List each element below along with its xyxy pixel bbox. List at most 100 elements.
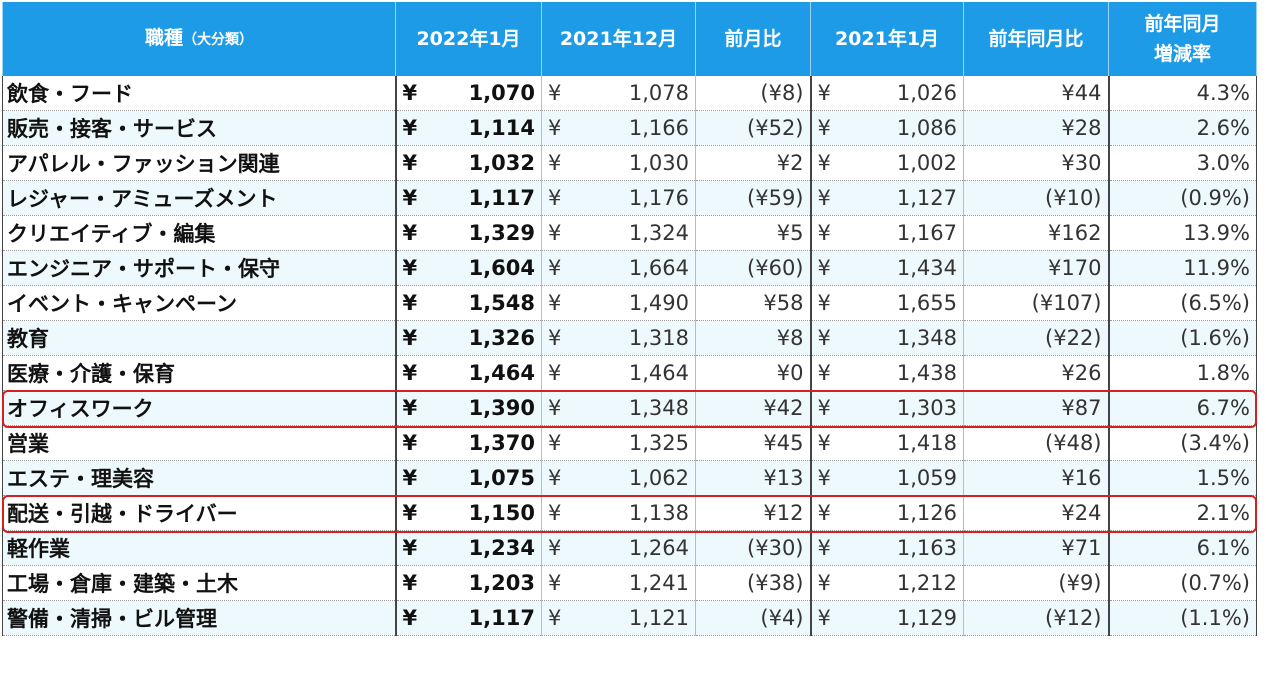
yoy-cell: (¥107) [963,285,1109,321]
jan2022-cell: ¥1,464 [394,355,542,391]
dec2021-cell: ¥1,078 [541,76,696,111]
currency-symbol: ¥ [548,221,562,245]
dec2021-cell: ¥1,324 [541,215,696,251]
mom-cell: (¥60) [695,250,812,286]
jan2022-cell: ¥1,032 [394,145,542,181]
currency-symbol: ¥ [402,361,418,385]
dec2021-cell: ¥1,030 [541,145,696,181]
currency-symbol: ¥ [817,396,831,420]
dec2021-cell: ¥1,664 [541,250,696,286]
dec2021-cell: ¥1,138 [541,495,696,531]
dec2021-cell: ¥1,325 [541,425,696,461]
table-row: 工場・倉庫・建築・土木 ¥1,203 ¥1,241 (¥38) ¥1,212 (¥9) (0… [2,565,1257,601]
yoy-rate-cell: 11.9% [1107,250,1257,286]
dec2021-cell: ¥1,121 [541,600,696,636]
jan2022-cell: ¥1,234 [394,530,542,566]
yoy-rate-cell: 1.5% [1107,460,1257,496]
category-cell: レジャー・アミューズメント [2,180,396,216]
currency-symbol: ¥ [402,466,418,490]
jan2021-cell: ¥1,127 [810,180,964,216]
yoy-rate-cell: (0.7%) [1107,565,1257,601]
table-row: 警備・清掃・ビル管理 ¥1,117 ¥1,121 (¥4) ¥1,129 (¥12) (1.… [2,600,1257,636]
jan2021-cell: ¥1,212 [810,565,964,601]
yoy-rate-cell: (3.4%) [1107,425,1257,461]
yoy-cell: ¥30 [963,145,1109,181]
category-cell: 医療・介護・保育 [2,355,396,391]
currency-symbol: ¥ [817,536,831,560]
jan2021-cell: ¥1,348 [810,320,964,356]
mom-cell: (¥8) [695,76,812,111]
jan2022-cell: ¥1,326 [394,320,542,356]
dec2021-cell: ¥1,348 [541,390,696,426]
category-cell: 軽作業 [2,530,396,566]
table-row: エステ・理美容 ¥1,075 ¥1,062 ¥13 ¥1,059 ¥16 1.5% [2,460,1257,496]
mom-cell: (¥30) [695,530,812,566]
currency-symbol: ¥ [817,81,831,105]
header-dec2021: 2021年12月 [541,2,696,76]
currency-symbol: ¥ [402,396,418,420]
category-cell: アパレル・ファッション関連 [2,145,396,181]
category-cell: 販売・接客・サービス [2,110,396,146]
wage-comparison-table: 職種（大分類） 2022年1月 2021年12月 前月比 2021年1月 前年同… [2,2,1257,636]
yoy-cell: ¥87 [963,390,1109,426]
currency-symbol: ¥ [817,186,831,210]
yoy-rate-cell: (6.5%) [1107,285,1257,321]
dec2021-cell: ¥1,318 [541,320,696,356]
currency-symbol: ¥ [402,536,418,560]
category-cell: 飲食・フード [2,76,396,111]
mom-cell: ¥12 [695,495,812,531]
mom-cell: ¥0 [695,355,812,391]
jan2022-cell: ¥1,390 [394,390,542,426]
yoy-cell: ¥26 [963,355,1109,391]
jan2022-cell: ¥1,203 [394,565,542,601]
category-cell: エステ・理美容 [2,460,396,496]
yoy-cell: (¥48) [963,425,1109,461]
jan2021-cell: ¥1,129 [810,600,964,636]
jan2021-cell: ¥1,167 [810,215,964,251]
currency-symbol: ¥ [402,606,418,630]
dec2021-cell: ¥1,264 [541,530,696,566]
currency-symbol: ¥ [402,326,418,350]
table-row: イベント・キャンペーン ¥1,548 ¥1,490 ¥58 ¥1,655 (¥107) (6… [2,285,1257,321]
jan2022-cell: ¥1,150 [394,495,542,531]
yoy-rate-cell: (0.9%) [1107,180,1257,216]
currency-symbol: ¥ [402,81,418,105]
jan2022-cell: ¥1,370 [394,425,542,461]
currency-symbol: ¥ [817,291,831,315]
table-row: 教育 ¥1,326 ¥1,318 ¥8 ¥1,348 (¥22) (1.6%) [2,320,1257,356]
mom-cell: ¥8 [695,320,812,356]
currency-symbol: ¥ [817,151,831,175]
currency-symbol: ¥ [817,571,831,595]
yoy-rate-cell: 6.1% [1107,530,1257,566]
currency-symbol: ¥ [548,396,562,420]
category-cell: 営業 [2,425,396,461]
yoy-cell: ¥28 [963,110,1109,146]
dec2021-cell: ¥1,464 [541,355,696,391]
currency-symbol: ¥ [817,466,831,490]
currency-symbol: ¥ [548,606,562,630]
yoy-cell: ¥44 [963,76,1109,111]
currency-symbol: ¥ [817,326,831,350]
currency-symbol: ¥ [402,256,418,280]
jan2021-cell: ¥1,438 [810,355,964,391]
mom-cell: ¥2 [695,145,812,181]
mom-cell: ¥58 [695,285,812,321]
currency-symbol: ¥ [548,361,562,385]
currency-symbol: ¥ [548,431,562,455]
yoy-cell: ¥24 [963,495,1109,531]
jan2021-cell: ¥1,303 [810,390,964,426]
table-row: レジャー・アミューズメント ¥1,117 ¥1,176 (¥59) ¥1,127 (¥10… [2,180,1257,216]
currency-symbol: ¥ [402,186,418,210]
currency-symbol: ¥ [402,116,418,140]
dec2021-cell: ¥1,241 [541,565,696,601]
yoy-cell: (¥12) [963,600,1109,636]
table-row: 医療・介護・保育 ¥1,464 ¥1,464 ¥0 ¥1,438 ¥26 1.8% [2,355,1257,391]
jan2021-cell: ¥1,163 [810,530,964,566]
currency-symbol: ¥ [548,81,562,105]
jan2022-cell: ¥1,075 [394,460,542,496]
mom-cell: (¥59) [695,180,812,216]
table-row: 営業 ¥1,370 ¥1,325 ¥45 ¥1,418 (¥48) (3.4%) [2,425,1257,461]
jan2021-cell: ¥1,655 [810,285,964,321]
jan2022-cell: ¥1,604 [394,250,542,286]
currency-symbol: ¥ [817,221,831,245]
